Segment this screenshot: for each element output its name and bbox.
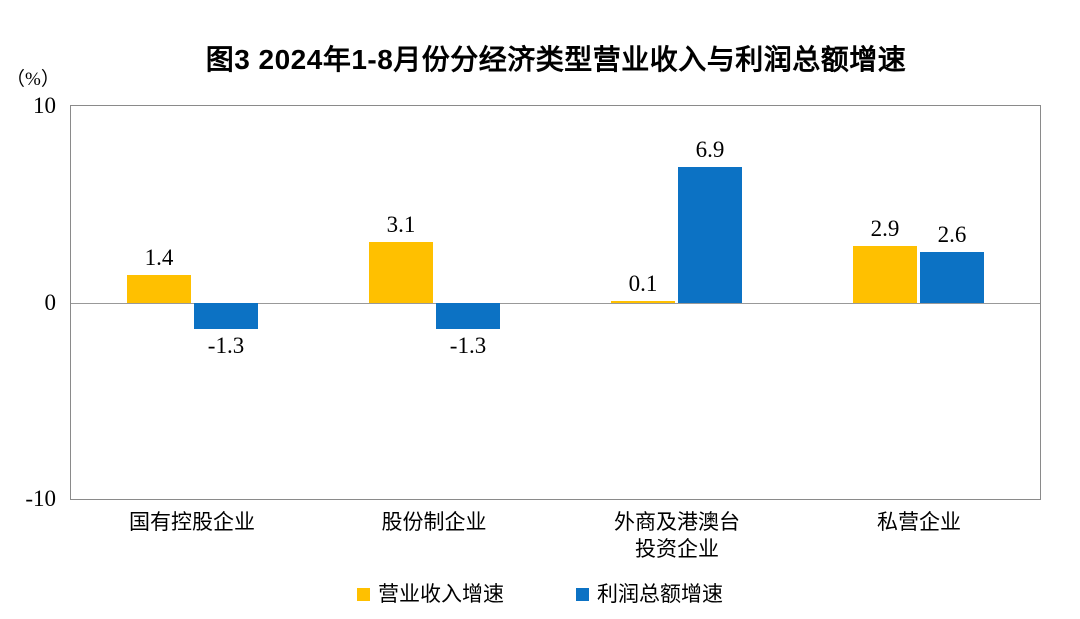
value-label: 3.1	[386, 212, 416, 237]
legend-item-利润总额增速: 利润总额增速	[576, 582, 723, 606]
category-label: 外商及港澳台 投资企业	[614, 510, 740, 561]
value-label: 2.9	[870, 216, 900, 241]
x-axis-category-labels: 国有控股企业 股份制企业 外商及港澳台 投资企业 私营企业	[71, 509, 1040, 571]
value-label: 6.9	[695, 137, 725, 162]
plot-area: 1.4 -1.3 3.1 -1.3 0.1 6.9 2.9 2.6	[70, 105, 1041, 500]
y-tick-label: 0	[44, 290, 57, 315]
legend-label: 营业收入增速	[378, 582, 504, 606]
bar-营业收入增速-3	[611, 301, 675, 303]
value-label: -1.3	[449, 333, 487, 358]
bar-利润总额增速-1	[194, 303, 258, 329]
bar-利润总额增速-2	[436, 303, 500, 329]
bar-营业收入增速-2	[369, 242, 433, 303]
value-label: 2.6	[937, 222, 967, 247]
category-label: 私营企业	[877, 510, 961, 534]
y-tick-label: -10	[25, 486, 56, 511]
bar-营业收入增速-4	[853, 246, 917, 303]
y-tick-label: 10	[33, 93, 56, 118]
legend-item-营业收入增速: 营业收入增速	[357, 582, 504, 606]
category-label: 股份制企业	[381, 510, 487, 534]
bar-营业收入增速-1	[127, 275, 191, 303]
zero-axis-line	[71, 303, 1040, 304]
legend: 营业收入增速 利润总额增速	[0, 582, 1080, 606]
chart-title: 图3 2024年1-8月份分经济类型营业收入与利润总额增速	[205, 44, 907, 75]
bar-利润总额增速-3	[678, 167, 742, 303]
legend-swatch-icon	[576, 587, 589, 601]
y-axis-tick-labels: 10 0 -10	[0, 93, 60, 511]
legend-swatch-icon	[357, 587, 370, 601]
value-label: -1.3	[207, 333, 245, 358]
legend-label: 利润总额增速	[597, 582, 723, 606]
value-label: 1.4	[144, 245, 174, 270]
y-axis-unit-label: （%）	[6, 69, 60, 90]
bar-利润总额增速-4	[920, 252, 984, 303]
category-label: 国有控股企业	[129, 510, 255, 534]
value-label: 0.1	[628, 271, 658, 296]
